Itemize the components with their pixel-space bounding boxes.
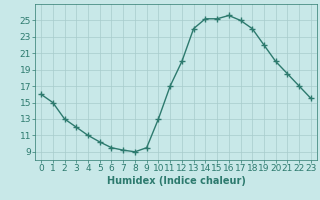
X-axis label: Humidex (Indice chaleur): Humidex (Indice chaleur) xyxy=(107,176,245,186)
